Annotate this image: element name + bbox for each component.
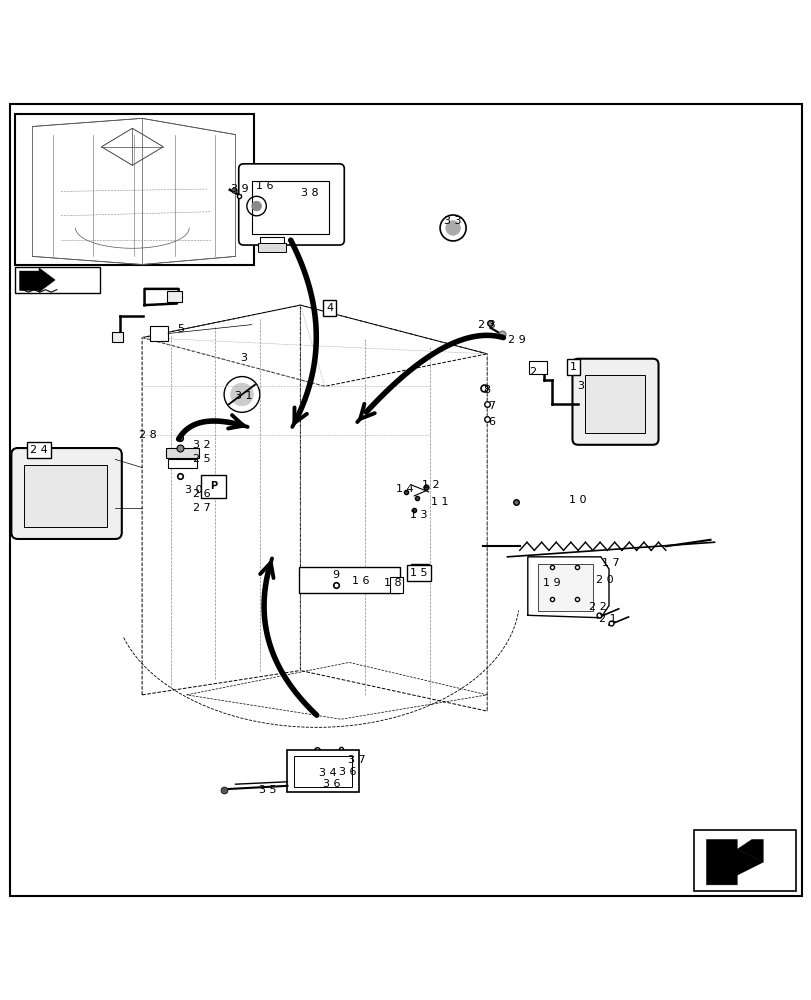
- Text: 3: 3: [240, 353, 247, 363]
- Circle shape: [445, 221, 460, 235]
- Text: 3 3: 3 3: [444, 216, 461, 226]
- Bar: [167, 291, 182, 302]
- Bar: [251, 181, 328, 234]
- Text: 8: 8: [483, 385, 490, 395]
- Text: 2 7: 2 7: [192, 503, 210, 513]
- Text: 1 6: 1 6: [255, 181, 273, 191]
- Polygon shape: [19, 268, 55, 292]
- Bar: [15, 114, 254, 265]
- Bar: [201, 475, 225, 498]
- Text: 3 8: 3 8: [301, 188, 319, 198]
- Text: 3 2: 3 2: [192, 440, 210, 450]
- Bar: [287, 750, 358, 792]
- Bar: [24, 465, 107, 527]
- Text: 3 7: 3 7: [348, 755, 366, 765]
- Circle shape: [230, 383, 253, 406]
- Text: 2 0: 2 0: [595, 575, 613, 585]
- Text: 2 8: 2 8: [139, 430, 157, 440]
- Circle shape: [251, 201, 261, 211]
- Text: 1 9: 1 9: [543, 578, 560, 588]
- Text: 3 9: 3 9: [230, 184, 248, 194]
- Bar: [260, 237, 284, 247]
- Polygon shape: [706, 839, 762, 885]
- Text: 2 2: 2 2: [588, 602, 606, 612]
- Text: 1 6: 1 6: [351, 576, 369, 586]
- Text: 2 1: 2 1: [598, 614, 616, 624]
- Text: 2 4: 2 4: [30, 445, 48, 455]
- Text: 3 6: 3 6: [338, 767, 356, 777]
- Text: 3: 3: [577, 381, 583, 391]
- Text: 1 0: 1 0: [569, 495, 586, 505]
- Text: 6: 6: [488, 417, 495, 427]
- Bar: [537, 564, 592, 611]
- Bar: [112, 332, 123, 342]
- FancyBboxPatch shape: [238, 164, 344, 245]
- Bar: [529, 361, 547, 374]
- Text: P: P: [210, 481, 217, 491]
- FancyBboxPatch shape: [166, 448, 199, 458]
- Text: 3 1: 3 1: [234, 391, 252, 401]
- Bar: [584, 375, 644, 433]
- Text: 1 4: 1 4: [395, 484, 413, 494]
- Text: 2 6: 2 6: [192, 489, 210, 499]
- Text: 2 5: 2 5: [192, 454, 210, 464]
- Text: 2 3: 2 3: [478, 320, 496, 330]
- Text: 1 2: 1 2: [421, 480, 439, 490]
- Text: 1 1: 1 1: [431, 497, 448, 507]
- Text: 3 4: 3 4: [319, 768, 337, 778]
- Text: 1 8: 1 8: [384, 578, 401, 588]
- Text: 3 5: 3 5: [259, 785, 277, 795]
- Bar: [294, 756, 352, 787]
- Bar: [258, 243, 285, 252]
- Text: 1 5: 1 5: [410, 568, 427, 578]
- Bar: [693, 830, 795, 891]
- Text: 3 0: 3 0: [184, 485, 202, 495]
- FancyBboxPatch shape: [11, 448, 122, 539]
- Text: 2: 2: [529, 367, 535, 377]
- Bar: [150, 326, 168, 341]
- FancyBboxPatch shape: [298, 567, 399, 593]
- Polygon shape: [736, 839, 762, 862]
- Text: 9: 9: [333, 570, 339, 580]
- Bar: [15, 267, 100, 293]
- Text: 1 7: 1 7: [601, 558, 619, 568]
- Bar: [410, 564, 428, 579]
- Text: 3 6: 3 6: [322, 779, 340, 789]
- FancyBboxPatch shape: [572, 359, 658, 445]
- FancyBboxPatch shape: [168, 459, 197, 468]
- Text: 4: 4: [326, 303, 333, 313]
- Bar: [389, 577, 402, 593]
- Text: 5: 5: [177, 324, 183, 334]
- Text: 2 9: 2 9: [507, 335, 525, 345]
- Text: 1 3: 1 3: [410, 510, 427, 520]
- Text: 7: 7: [488, 401, 495, 411]
- Text: 1: 1: [569, 362, 576, 372]
